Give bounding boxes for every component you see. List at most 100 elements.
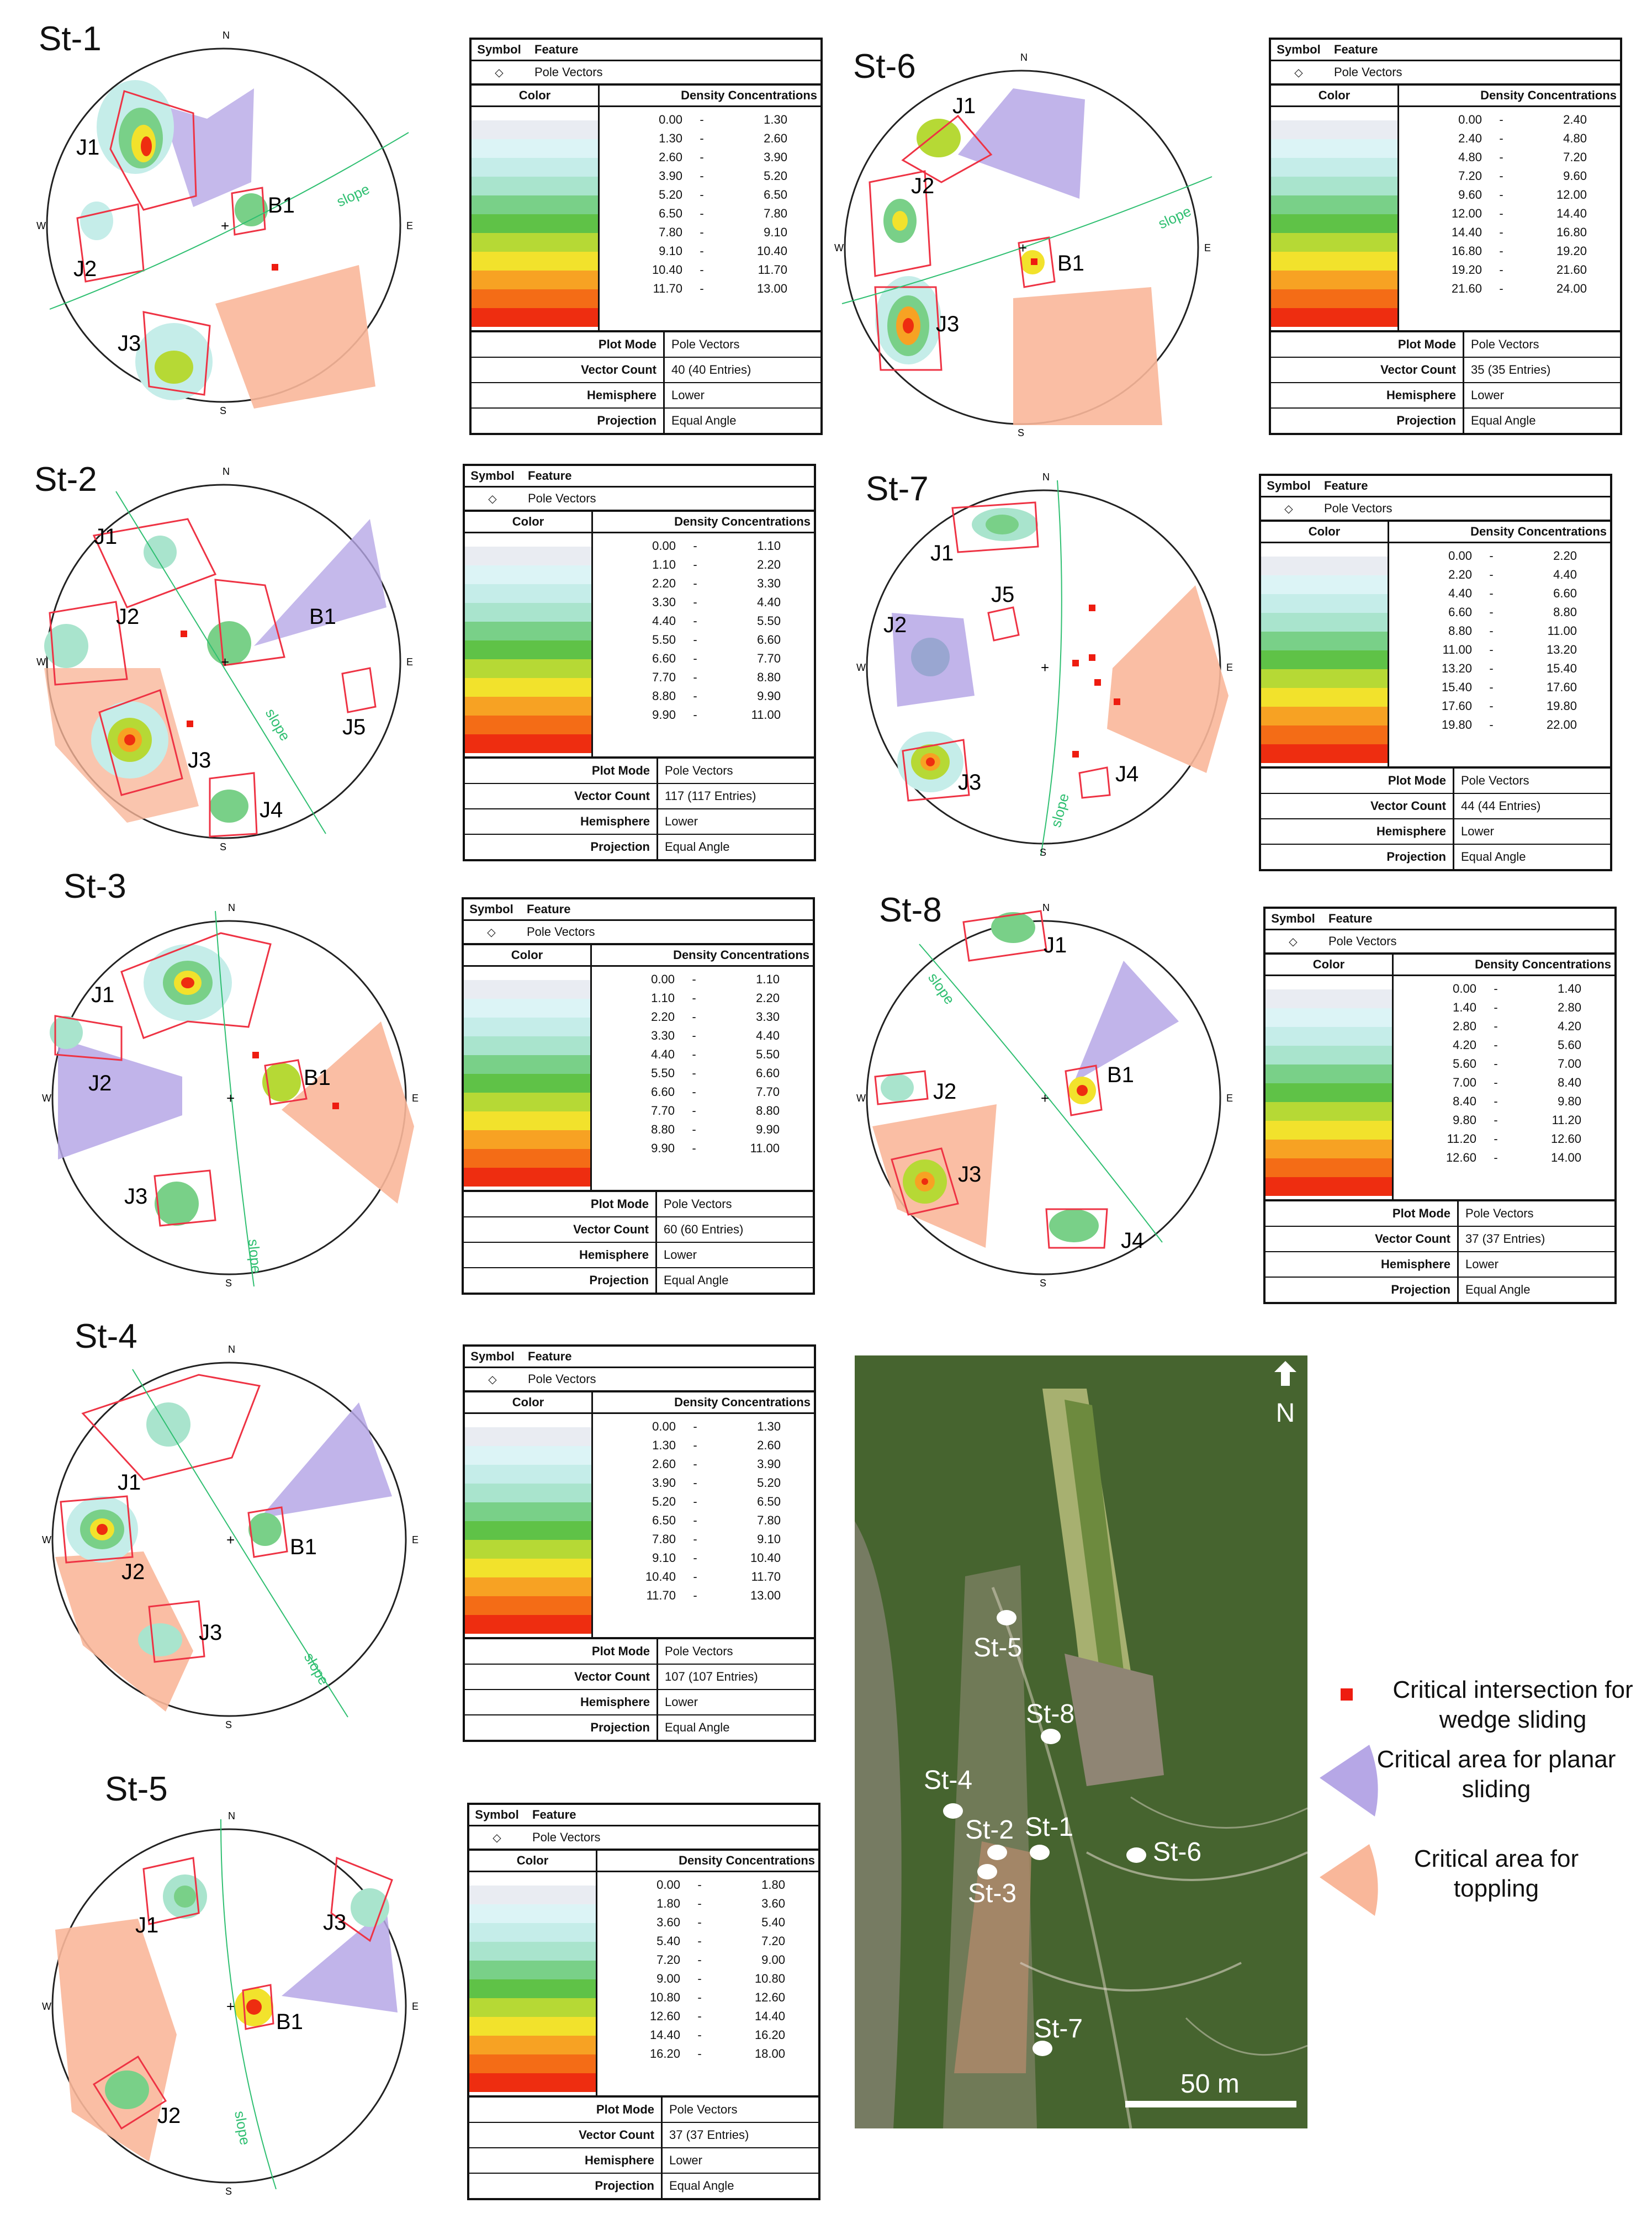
- density-range-row: 0.00 - 2.20: [1389, 547, 1610, 565]
- range-dash: -: [1499, 263, 1503, 277]
- range-dash: -: [1494, 1019, 1498, 1033]
- meta-row-vector-count: Vector Count 40 (40 Entries): [472, 358, 820, 383]
- density-range-row: 16.80 - 19.20: [1399, 242, 1620, 261]
- range-dash: -: [697, 1878, 702, 1892]
- ramp-swatch: [1271, 289, 1397, 308]
- label-j2: J2: [911, 174, 934, 198]
- label-j1: J1: [94, 525, 117, 549]
- range-dash: -: [1499, 188, 1503, 202]
- range-high: 2.20: [1553, 549, 1577, 563]
- meta-key: Projection: [465, 1715, 658, 1740]
- meta-row-projection: Projection Equal Angle: [1261, 845, 1610, 869]
- map-label-st4: St-4: [924, 1766, 972, 1795]
- density-range-row: 21.60 - 24.00: [1399, 279, 1620, 298]
- range-low: 1.30: [652, 1438, 676, 1452]
- symbol-row: ◇ Pole Vectors: [469, 1826, 818, 1851]
- feature-header: Feature: [1334, 43, 1378, 56]
- meta-value: 40 (40 Entries): [671, 363, 751, 377]
- symbol-row: ◇ Pole Vectors: [1266, 930, 1614, 955]
- density-range-row: 0.00 - 1.40: [1394, 979, 1614, 998]
- compass-e: E: [412, 1093, 419, 1104]
- symbol-header-row: Symbol Feature: [1266, 909, 1614, 930]
- meta-key: Plot Mode: [472, 332, 665, 357]
- density-range-row: 2.60 - 3.90: [600, 148, 820, 167]
- range-high: 3.30: [756, 1010, 780, 1024]
- label-j2: J2: [88, 1071, 112, 1095]
- station-marker: [1126, 1847, 1146, 1863]
- symbol-header: Symbol: [470, 469, 515, 483]
- range-low: 3.90: [659, 169, 682, 183]
- label-j3: J3: [188, 748, 211, 772]
- center-cross: +: [226, 1532, 235, 1548]
- ramp-swatch: [472, 252, 598, 271]
- range-dash: -: [697, 1915, 702, 1929]
- range-dash: -: [693, 539, 697, 553]
- range-high: 3.60: [761, 1897, 785, 1910]
- pole-feature: Pole Vectors: [1328, 934, 1397, 948]
- meta-row-vector-count: Vector Count 107 (107 Entries): [465, 1665, 814, 1690]
- pole-symbol-icon: ◇: [488, 492, 497, 505]
- ramp-swatch: [465, 1596, 591, 1615]
- properties-table-st5: Symbol Feature ◇ Pole Vectors Color Density C…: [467, 1803, 820, 2200]
- range-low: 0.00: [1448, 549, 1472, 563]
- meta-key: Plot Mode: [1266, 1201, 1459, 1226]
- range-low: 11.20: [1447, 1132, 1476, 1146]
- meta-key: Vector Count: [465, 1665, 658, 1689]
- range-dash: -: [692, 1085, 696, 1099]
- range-high: 17.60: [1546, 680, 1577, 694]
- ramp-swatch: [464, 1074, 590, 1093]
- density-range-row: 2.60 - 3.90: [593, 1455, 814, 1474]
- range-low: 7.20: [656, 1953, 680, 1967]
- range-high: 4.20: [1558, 1019, 1581, 1033]
- meta-row-plot-mode: Plot Mode Pole Vectors: [465, 1639, 814, 1665]
- density-range-row: 3.90 - 5.20: [593, 1474, 814, 1492]
- symbol-row: ◇ Pole Vectors: [465, 1368, 814, 1392]
- density-range-row: 5.50 - 6.60: [592, 1064, 813, 1083]
- meta-row-projection: Projection Equal Angle: [464, 1268, 813, 1293]
- ramp-swatch: [465, 659, 591, 678]
- ramp-swatch: [465, 640, 591, 659]
- density-range-row: 10.40 - 11.70: [593, 1567, 814, 1586]
- meta-value: Equal Angle: [665, 840, 730, 854]
- range-high: 1.10: [756, 972, 780, 986]
- meta-value: Pole Vectors: [664, 1197, 732, 1211]
- ramp-swatch: [472, 177, 598, 195]
- range-dash: -: [693, 670, 697, 684]
- meta-key: Plot Mode: [465, 1639, 658, 1664]
- color-ramp: [472, 107, 598, 330]
- meta-value: Pole Vectors: [669, 2103, 738, 2116]
- density-range-row: 9.60 - 12.00: [1399, 186, 1620, 204]
- density-range-row: 6.50 - 7.80: [600, 204, 820, 223]
- symbol-row: ◇ Pole Vectors: [1271, 61, 1620, 86]
- station-title-st1: St-1: [39, 20, 102, 58]
- ramp-swatch: [469, 1998, 596, 2017]
- density-range-row: 7.80 - 9.10: [593, 1530, 814, 1549]
- density-range-row: 1.80 - 3.60: [597, 1894, 818, 1913]
- feature-header: Feature: [528, 1349, 572, 1363]
- range-dash: -: [697, 1953, 702, 1967]
- range-dash: -: [692, 1104, 696, 1118]
- range-high: 24.00: [1556, 282, 1587, 295]
- range-dash: -: [1489, 718, 1494, 732]
- label-j1: J1: [930, 541, 954, 565]
- label-j4: J4: [1115, 762, 1139, 786]
- density-range-row: 9.90 - 11.00: [592, 1139, 813, 1158]
- range-low: 9.10: [659, 244, 682, 258]
- range-high: 5.60: [1558, 1038, 1581, 1052]
- density-range-row: 9.00 - 10.80: [597, 1969, 818, 1988]
- range-low: 7.00: [1453, 1076, 1476, 1089]
- meta-row-vector-count: Vector Count 44 (44 Entries): [1261, 794, 1610, 819]
- compass-w: W: [36, 656, 46, 668]
- density-range-row: 3.60 - 5.40: [597, 1913, 818, 1932]
- range-low: 10.40: [645, 1570, 676, 1584]
- range-high: 7.00: [1558, 1057, 1581, 1071]
- range-dash: -: [1489, 568, 1494, 581]
- range-high: 15.40: [1546, 661, 1577, 675]
- ramp-swatch: [1261, 575, 1388, 594]
- range-dash: -: [693, 1513, 697, 1527]
- station-marker: [977, 1864, 997, 1879]
- north-label: N: [1276, 1399, 1295, 1428]
- range-dash: -: [1489, 549, 1494, 563]
- range-high: 2.40: [1563, 113, 1587, 126]
- range-low: 8.80: [652, 689, 676, 703]
